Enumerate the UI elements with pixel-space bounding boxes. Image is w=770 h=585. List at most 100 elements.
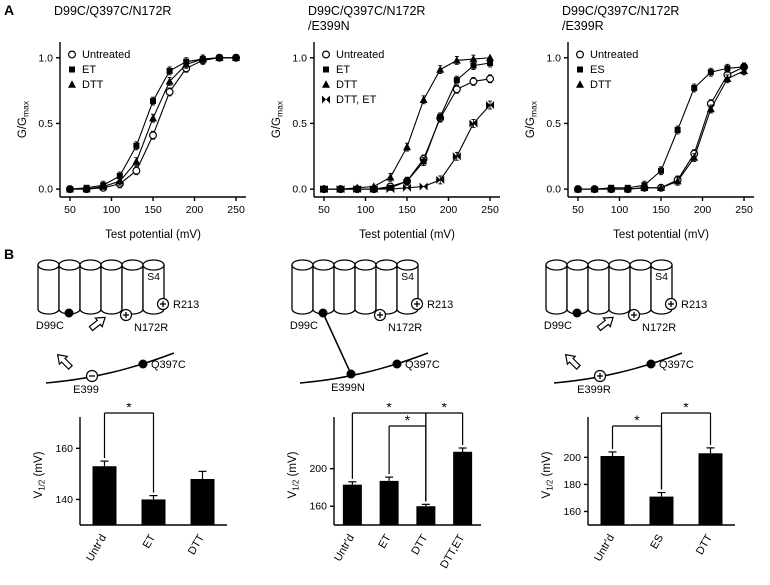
svg-text:250: 250 [227, 204, 245, 216]
gv-curve-chart: 50 100 150 200 250 0.0 0.5 1.0 Test potential (m… [271, 42, 500, 241]
q397c-residue-dot [392, 359, 402, 369]
filled-triangle-marker [419, 95, 428, 103]
category-label: ES [648, 533, 666, 552]
open-circle-marker [321, 50, 330, 59]
filled-square-marker [323, 66, 329, 73]
bar [141, 499, 166, 525]
filled-triangle-marker [573, 184, 582, 193]
svg-text:50: 50 [64, 204, 76, 216]
filled-triangle-marker [198, 54, 207, 63]
filled-triangle-marker [452, 56, 461, 64]
legend: Untreated ES DTT [575, 49, 638, 91]
svg-text:50: 50 [318, 204, 330, 216]
filled-triangle-marker [706, 104, 715, 113]
legend-label: DTT [82, 79, 104, 91]
x-axis-label: Test potential (mV) [105, 229, 201, 241]
series-Untreated [319, 74, 495, 194]
legend-label: ET [82, 64, 96, 76]
filled-triangle-marker [132, 157, 141, 165]
svg-text:250: 250 [735, 204, 753, 216]
y-axis-label: G/Gmax [525, 100, 539, 138]
filled-triangle-marker [657, 183, 665, 192]
legend-label: DTT [590, 79, 612, 91]
chart-title: D99C/Q397C/N172R [54, 4, 171, 36]
significance-brackets: * [103, 403, 155, 493]
svg-text:1.0: 1.0 [546, 52, 561, 64]
e399-label: E399N [331, 382, 365, 394]
legend: Untreated ET DTT [67, 49, 130, 91]
category-label: Untr'd [84, 533, 109, 564]
filled-triangle-marker [690, 153, 699, 161]
svg-text:150: 150 [652, 204, 670, 216]
d99c-label: D99C [544, 320, 572, 332]
significance-star: * [386, 403, 392, 415]
filled-triangle-marker [165, 77, 174, 85]
transmembrane-segments [37, 259, 165, 315]
interaction-arrow-icon [88, 316, 106, 332]
open-circle-marker [575, 50, 584, 59]
y-axis-label: G/Gmax [17, 100, 31, 138]
open-circle-marker [486, 74, 495, 83]
d99c-residue-dot [572, 308, 582, 318]
filled-square-marker [691, 84, 698, 91]
filled-triangle-marker [149, 113, 157, 122]
filled-square-marker [150, 98, 156, 105]
transmembrane-segments [545, 259, 673, 315]
svg-text:160: 160 [55, 443, 73, 455]
svg-text:200: 200 [186, 204, 204, 216]
filled-square-marker [166, 67, 173, 74]
series-DTT [573, 66, 749, 193]
bars [92, 460, 215, 525]
filled-triangle-marker [403, 142, 411, 151]
filled-square-marker [487, 60, 494, 67]
category-label: DTT [409, 532, 430, 557]
chart-title: D99C/Q397C/N172R /E399R [562, 4, 679, 36]
column-left: D99C/Q397C/N172R 50 100 150 200 250 0.0 0.5 1.0… [14, 0, 266, 573]
axes [56, 42, 246, 201]
axis-labels: 160 200 V1/2 (mV) Untr'd ET DTT DTT,ET [287, 451, 467, 570]
legend-label: ES [590, 64, 605, 76]
category-label: ET [141, 532, 159, 550]
svg-text:0.0: 0.0 [38, 184, 53, 196]
axes [564, 42, 754, 201]
filled-triangle-marker [68, 80, 76, 88]
filled-square-marker [658, 167, 664, 174]
r213-label: R213 [681, 299, 707, 311]
filled-square-marker [69, 66, 75, 73]
d99c-label: D99C [36, 320, 64, 332]
s4-label: S4 [147, 271, 160, 283]
filled-triangle-marker [99, 182, 108, 190]
bar [416, 506, 436, 525]
axis-labels: 160 180 200 V1/2 (mV) Untr'd ES DTT [541, 451, 715, 563]
s4-label: S4 [401, 271, 414, 283]
axis-labels: 50 100 150 200 250 0.0 0.5 1.0 Test potential (m… [525, 52, 753, 241]
bar [190, 479, 215, 525]
vhalf-bar-chart: 140 160 V1/2 (mV) Untr'd ET DTT * [33, 403, 227, 564]
filled-triangle-marker [469, 54, 478, 63]
gv-curve-chart: 50 100 150 200 250 0.0 0.5 1.0 Test potential (m… [17, 42, 246, 241]
bowtie-marker [469, 119, 478, 128]
y-axis-label: G/Gmax [271, 100, 285, 138]
open-circle-marker [132, 166, 141, 175]
svg-text:0.5: 0.5 [38, 118, 53, 130]
filled-triangle-marker [322, 80, 330, 88]
bars [600, 447, 723, 525]
bowtie-marker [322, 95, 330, 104]
n172r-label: N172R [642, 322, 676, 334]
svg-text:0.5: 0.5 [292, 118, 307, 130]
legend-label: Untreated [590, 49, 638, 61]
svg-text:160: 160 [563, 506, 581, 518]
svg-text:100: 100 [103, 204, 121, 216]
open-circle-marker [149, 131, 158, 140]
gv-curve-chart: 50 100 150 200 250 0.0 0.5 1.0 Test potential (m… [525, 42, 754, 241]
filled-triangle-marker [115, 177, 124, 185]
open-circle-marker [67, 50, 76, 59]
category-label: DTT [186, 532, 207, 557]
legend-label: DTT [336, 79, 358, 91]
legend-label: DTT, ET [336, 94, 377, 106]
bar [342, 484, 362, 525]
x-axis-label: Test potential (mV) [613, 229, 709, 241]
filled-square-marker [420, 158, 427, 165]
category-label: DTT [694, 532, 715, 557]
